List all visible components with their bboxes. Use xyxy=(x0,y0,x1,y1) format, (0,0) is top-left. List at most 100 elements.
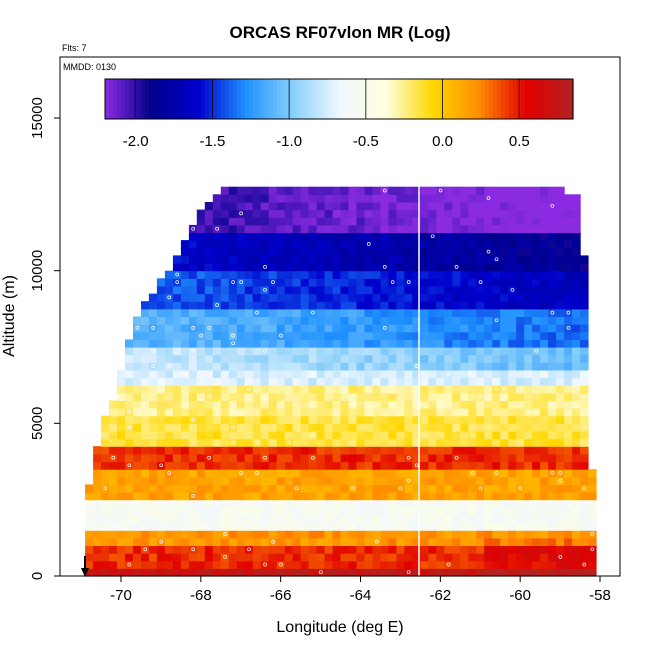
sample-point xyxy=(151,364,156,368)
heatmap-cell xyxy=(148,308,158,317)
heatmap-cell xyxy=(412,270,421,279)
heatmap-cell xyxy=(364,331,374,340)
heatmap-cell xyxy=(308,270,318,279)
heatmap-cell xyxy=(524,369,533,379)
heatmap-cell xyxy=(276,392,286,401)
colorbar-swatch xyxy=(293,79,298,119)
heatmap-cell xyxy=(412,431,421,440)
heatmap-cell xyxy=(444,224,453,234)
heatmap-cell xyxy=(508,362,517,371)
heatmap-cell xyxy=(492,202,501,211)
heatmap-cell xyxy=(516,461,525,470)
heatmap-cell xyxy=(540,263,549,272)
heatmap-cell xyxy=(388,499,397,508)
heatmap-cell xyxy=(212,217,222,226)
heatmap-cell xyxy=(348,392,358,401)
heatmap-cell xyxy=(324,186,334,195)
heatmap-cell xyxy=(340,537,350,546)
colorbar: -2.0 -1.5 -1.0 -0.5 0.0 0.5 xyxy=(104,78,574,150)
heatmap-cell xyxy=(452,537,461,546)
heatmap-cell xyxy=(484,553,493,562)
heatmap-cell xyxy=(220,484,230,493)
heatmap-cell xyxy=(476,369,485,379)
heatmap-cell xyxy=(428,331,437,340)
heatmap-cell xyxy=(117,514,126,524)
heatmap-cell xyxy=(212,469,222,478)
heatmap-cell xyxy=(340,431,350,440)
heatmap-cell xyxy=(228,415,238,424)
heatmap-cell xyxy=(380,339,390,348)
heatmap-cell xyxy=(284,224,294,234)
heatmap-cell xyxy=(524,331,533,340)
heatmap-cell xyxy=(85,530,94,539)
heatmap-cell xyxy=(204,209,214,218)
heatmap-cell xyxy=(436,545,445,554)
heatmap-cell xyxy=(332,530,342,539)
heatmap-cell xyxy=(580,492,589,501)
heatmap-cell xyxy=(356,560,366,569)
heatmap-cell xyxy=(532,316,541,325)
heatmap-cell xyxy=(332,431,342,440)
plot-frame xyxy=(59,56,621,577)
heatmap-cell xyxy=(388,423,397,432)
sample-point xyxy=(550,203,555,208)
heatmap-cell xyxy=(340,385,350,394)
heatmap-cell xyxy=(580,301,589,310)
heatmap-cell xyxy=(388,522,397,531)
heatmap-cell xyxy=(484,537,493,546)
heatmap-cell xyxy=(404,537,413,546)
heatmap-cell xyxy=(460,331,469,340)
heatmap-cell xyxy=(141,301,150,310)
sample-point xyxy=(510,287,515,292)
heatmap-cell xyxy=(444,247,453,256)
heatmap-cell xyxy=(460,446,469,455)
heatmap-cell xyxy=(188,285,198,295)
heatmap-cell xyxy=(564,324,573,333)
heatmap-cell xyxy=(484,461,493,470)
heatmap-cell xyxy=(380,499,390,508)
heatmap-cell xyxy=(260,331,270,340)
heatmap-cell xyxy=(524,484,533,493)
heatmap-cell xyxy=(172,263,182,272)
heatmap-cell xyxy=(436,469,445,478)
heatmap-cell xyxy=(260,293,270,302)
heatmap-cell xyxy=(476,377,485,386)
colorbar-swatch xyxy=(137,79,142,119)
heatmap-cell xyxy=(220,385,230,394)
heatmap-cell xyxy=(308,530,318,539)
heatmap-cell xyxy=(172,560,182,569)
sample-point xyxy=(526,410,531,414)
heatmap-cell xyxy=(460,392,469,401)
heatmap-cell xyxy=(292,369,302,379)
heatmap-cell xyxy=(228,324,238,333)
heatmap-cell xyxy=(412,354,421,363)
heatmap-cell xyxy=(236,514,246,524)
heatmap-cell xyxy=(556,545,565,554)
heatmap-cell xyxy=(204,553,214,562)
heatmap-cell xyxy=(460,423,469,432)
sample-point xyxy=(191,547,196,552)
heatmap-cell xyxy=(228,232,238,241)
heatmap-cell xyxy=(404,324,413,333)
heatmap-cell xyxy=(484,453,493,463)
heatmap-cell xyxy=(196,224,206,234)
heatmap-cell xyxy=(516,362,525,371)
heatmap-cell xyxy=(188,545,198,554)
heatmap-cell xyxy=(564,499,573,508)
heatmap-cell xyxy=(196,400,206,409)
colorbar-swatch xyxy=(209,79,214,119)
heatmap-cell xyxy=(564,362,573,371)
heatmap-cell xyxy=(404,385,413,394)
sample-point xyxy=(255,440,259,445)
heatmap-cell xyxy=(508,514,517,524)
heatmap-cell xyxy=(180,492,190,501)
heatmap-cell xyxy=(196,209,206,218)
heatmap-cell xyxy=(252,530,262,539)
heatmap-cell xyxy=(500,301,509,310)
heatmap-cell xyxy=(252,408,262,417)
heatmap-cell xyxy=(101,431,110,440)
heatmap-cell xyxy=(164,530,174,539)
heatmap-cell xyxy=(292,522,302,531)
heatmap-cell xyxy=(220,347,230,356)
